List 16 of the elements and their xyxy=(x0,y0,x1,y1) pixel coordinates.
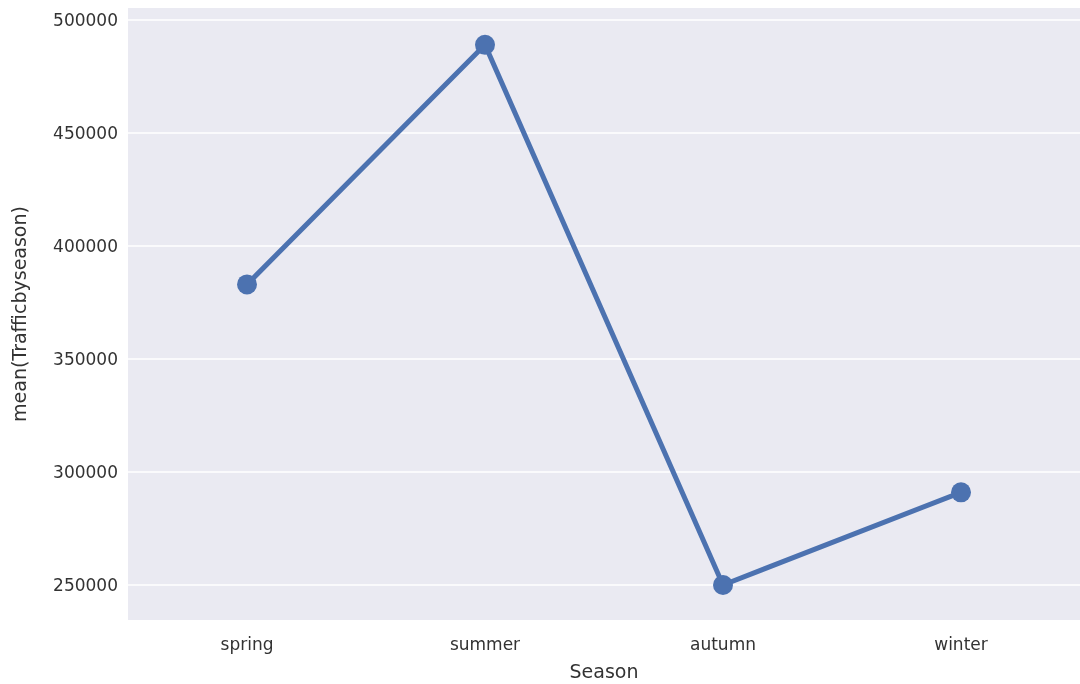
y-tick-label: 350000 xyxy=(53,348,118,369)
point xyxy=(237,274,257,295)
point xyxy=(951,482,971,503)
point xyxy=(475,34,495,55)
y-tick-label: 250000 xyxy=(53,574,118,595)
y-axis-title: mean(Trafficbyseason) xyxy=(8,206,30,422)
x-tick-label: winter xyxy=(934,634,988,654)
y-tick-label: 450000 xyxy=(53,122,118,143)
x-tick-label: autumn xyxy=(690,634,756,654)
y-tick-label: 400000 xyxy=(53,235,118,256)
point xyxy=(713,574,733,595)
y-tick-label: 300000 xyxy=(53,461,118,482)
x-axis-title: Season xyxy=(569,660,639,682)
x-tick-label: spring xyxy=(220,634,274,654)
x-tick-label: summer xyxy=(449,634,521,654)
y-tick-label: 500000 xyxy=(53,9,118,30)
